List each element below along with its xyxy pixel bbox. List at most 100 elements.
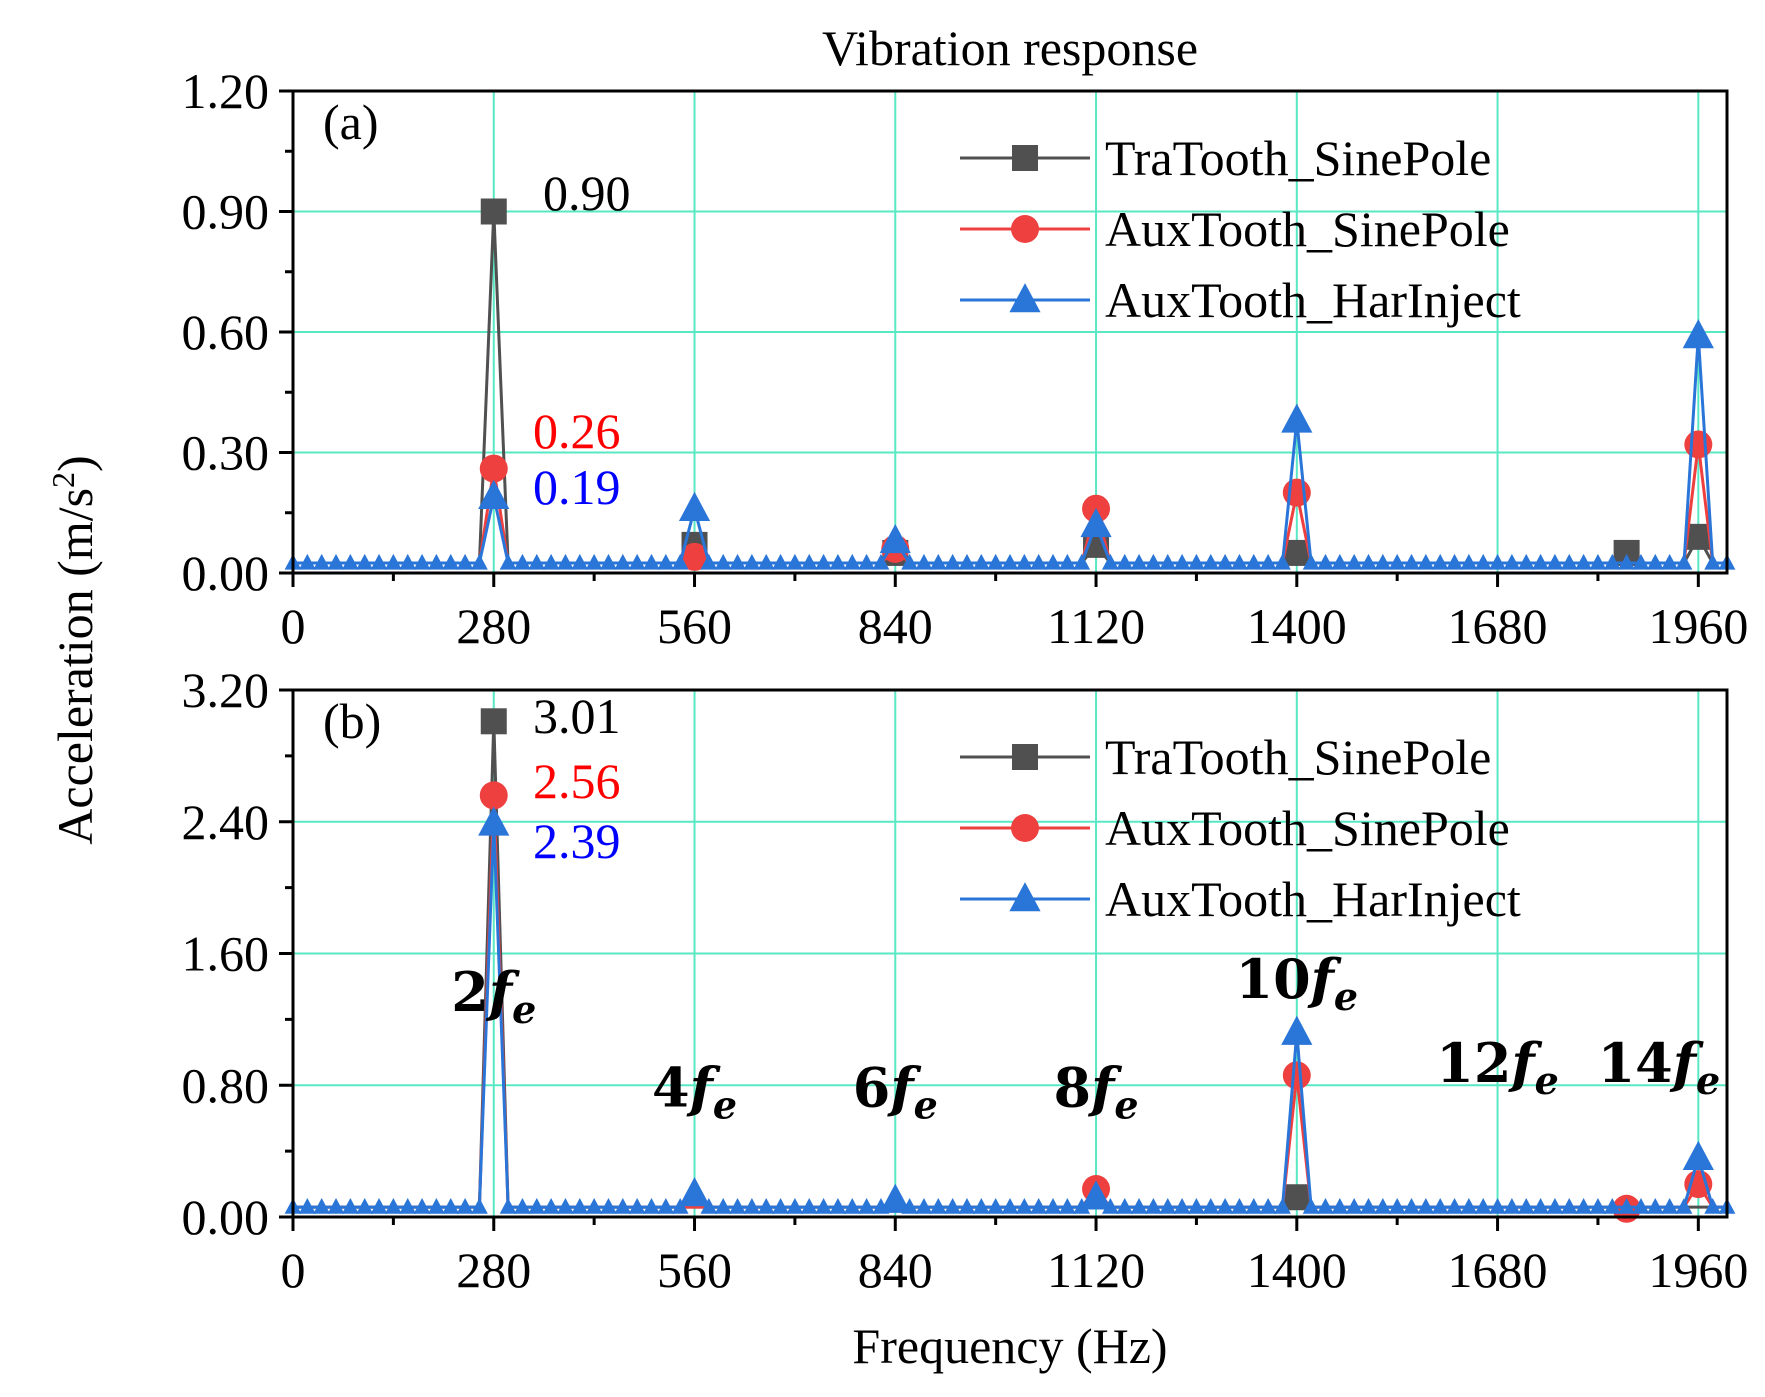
baseline-marker — [428, 553, 445, 570]
x-tick-label: 1680 — [1448, 598, 1548, 654]
harmonic-label: 8fe — [1054, 1056, 1139, 1128]
baseline-marker — [972, 1198, 990, 1214]
baseline-marker — [1560, 1198, 1578, 1214]
baseline-marker — [628, 1198, 646, 1214]
baseline-marker — [1589, 1198, 1607, 1214]
baseline-marker — [915, 1198, 933, 1214]
baseline-marker — [1058, 1198, 1076, 1214]
baseline-marker — [901, 553, 919, 570]
baseline-marker — [1331, 1198, 1349, 1214]
panel-label: (a) — [323, 94, 379, 150]
baseline-marker — [829, 1198, 847, 1214]
legend-entry: TraTooth_SinePole — [960, 130, 1491, 186]
peak-marker — [1080, 507, 1112, 538]
baseline-marker — [743, 1198, 761, 1214]
y-axis-label: Acceleration (m/s2) — [45, 455, 103, 844]
baseline-marker — [341, 1198, 359, 1214]
x-tick-label: 0 — [281, 1242, 306, 1298]
baseline-marker — [1202, 553, 1220, 570]
baseline-marker — [786, 1198, 804, 1214]
harmonic-coef: 10 — [1236, 947, 1311, 1011]
x-tick-label: 1680 — [1448, 1242, 1548, 1298]
y-tick-label: 1.60 — [182, 926, 270, 982]
baseline-marker — [944, 1198, 962, 1214]
baseline-marker — [714, 1198, 732, 1214]
baseline-marker — [298, 553, 316, 570]
baseline-marker — [471, 553, 488, 570]
x-axis-label: Frequency (Hz) — [852, 1318, 1167, 1374]
baseline-marker — [384, 1198, 402, 1214]
harmonic-subscript: e — [914, 1083, 938, 1128]
baseline-marker — [1015, 553, 1033, 570]
harmonic-subscript: e — [713, 1083, 737, 1128]
baseline-marker — [413, 553, 431, 570]
baseline-marker — [1388, 1198, 1406, 1214]
baseline-marker — [843, 553, 861, 570]
panel-label: (b) — [323, 693, 381, 749]
panel-a: 0 280 560 840 1120 1400 1680 1960 0.00 0.30 0.60 0.… — [182, 63, 1749, 654]
legend-entry: AuxTooth_HarInject — [960, 272, 1521, 328]
baseline-marker — [1632, 1198, 1650, 1214]
baseline-marker — [384, 553, 402, 570]
legend-marker — [1012, 744, 1038, 770]
baseline-marker — [987, 553, 1005, 570]
x-tick-label: 1120 — [1047, 598, 1145, 654]
baseline-marker — [1431, 553, 1449, 570]
harmonic-coef: 6 — [853, 1056, 891, 1120]
peak-marker — [879, 1183, 911, 1213]
baseline-marker — [614, 1198, 632, 1214]
baseline-marker — [456, 553, 474, 570]
baseline-marker — [1603, 1198, 1621, 1214]
legend-marker — [1009, 882, 1041, 912]
peak-marker — [1080, 1180, 1112, 1210]
harmonic-label: 2fe — [451, 960, 536, 1032]
baseline-marker — [1360, 553, 1377, 570]
baseline-marker — [1546, 1198, 1564, 1214]
baseline-marker — [815, 1198, 832, 1214]
baseline-marker — [757, 553, 775, 570]
baseline-marker — [1417, 553, 1435, 570]
baseline-marker — [643, 1198, 660, 1214]
baseline-marker — [1460, 1198, 1478, 1214]
x-tick-label: 840 — [858, 1242, 933, 1298]
baseline-marker — [1661, 553, 1679, 570]
harmonic-coef: 14 — [1598, 1031, 1673, 1095]
x-tick-label: 0 — [281, 598, 306, 654]
baseline-marker — [1474, 553, 1492, 570]
y-tick-label: 0.90 — [182, 184, 270, 240]
baseline-marker — [772, 1198, 789, 1214]
peak-marker — [678, 491, 711, 522]
baseline-marker — [1302, 1198, 1320, 1214]
baseline-marker — [1044, 1198, 1062, 1214]
baseline-marker — [1188, 553, 1205, 570]
baseline-marker — [1331, 553, 1349, 570]
peak-marker — [1682, 319, 1714, 349]
peak-marker — [479, 454, 508, 483]
baseline-marker — [313, 1198, 331, 1214]
baseline-marker — [1575, 553, 1592, 570]
value-annotation: 3.01 — [533, 688, 621, 744]
baseline-marker — [499, 1198, 517, 1214]
baseline-marker — [1646, 1198, 1664, 1214]
baseline-marker — [1560, 553, 1578, 570]
peak-marker — [879, 523, 911, 554]
y-tick-label: 0.00 — [182, 1189, 270, 1245]
baseline-marker — [542, 553, 560, 570]
legend-entry: AuxTooth_SinePole — [960, 201, 1510, 257]
baseline-marker — [757, 1198, 775, 1214]
baseline-marker — [1489, 1198, 1506, 1214]
baseline-marker — [958, 1198, 976, 1214]
baseline-marker — [313, 553, 331, 570]
baseline-marker — [1216, 1198, 1234, 1214]
baseline-marker — [1317, 553, 1334, 570]
value-annotation: 0.26 — [533, 403, 621, 459]
baseline-marker — [1503, 1198, 1521, 1214]
baseline-marker — [1145, 1198, 1162, 1214]
x-tick-label: 560 — [657, 1242, 732, 1298]
peak-marker — [480, 198, 507, 225]
baseline-marker — [442, 1198, 460, 1214]
peak-marker — [1282, 478, 1311, 507]
baseline-marker — [800, 553, 818, 570]
peak-marker — [1282, 1061, 1311, 1090]
baseline-marker — [1345, 553, 1363, 570]
